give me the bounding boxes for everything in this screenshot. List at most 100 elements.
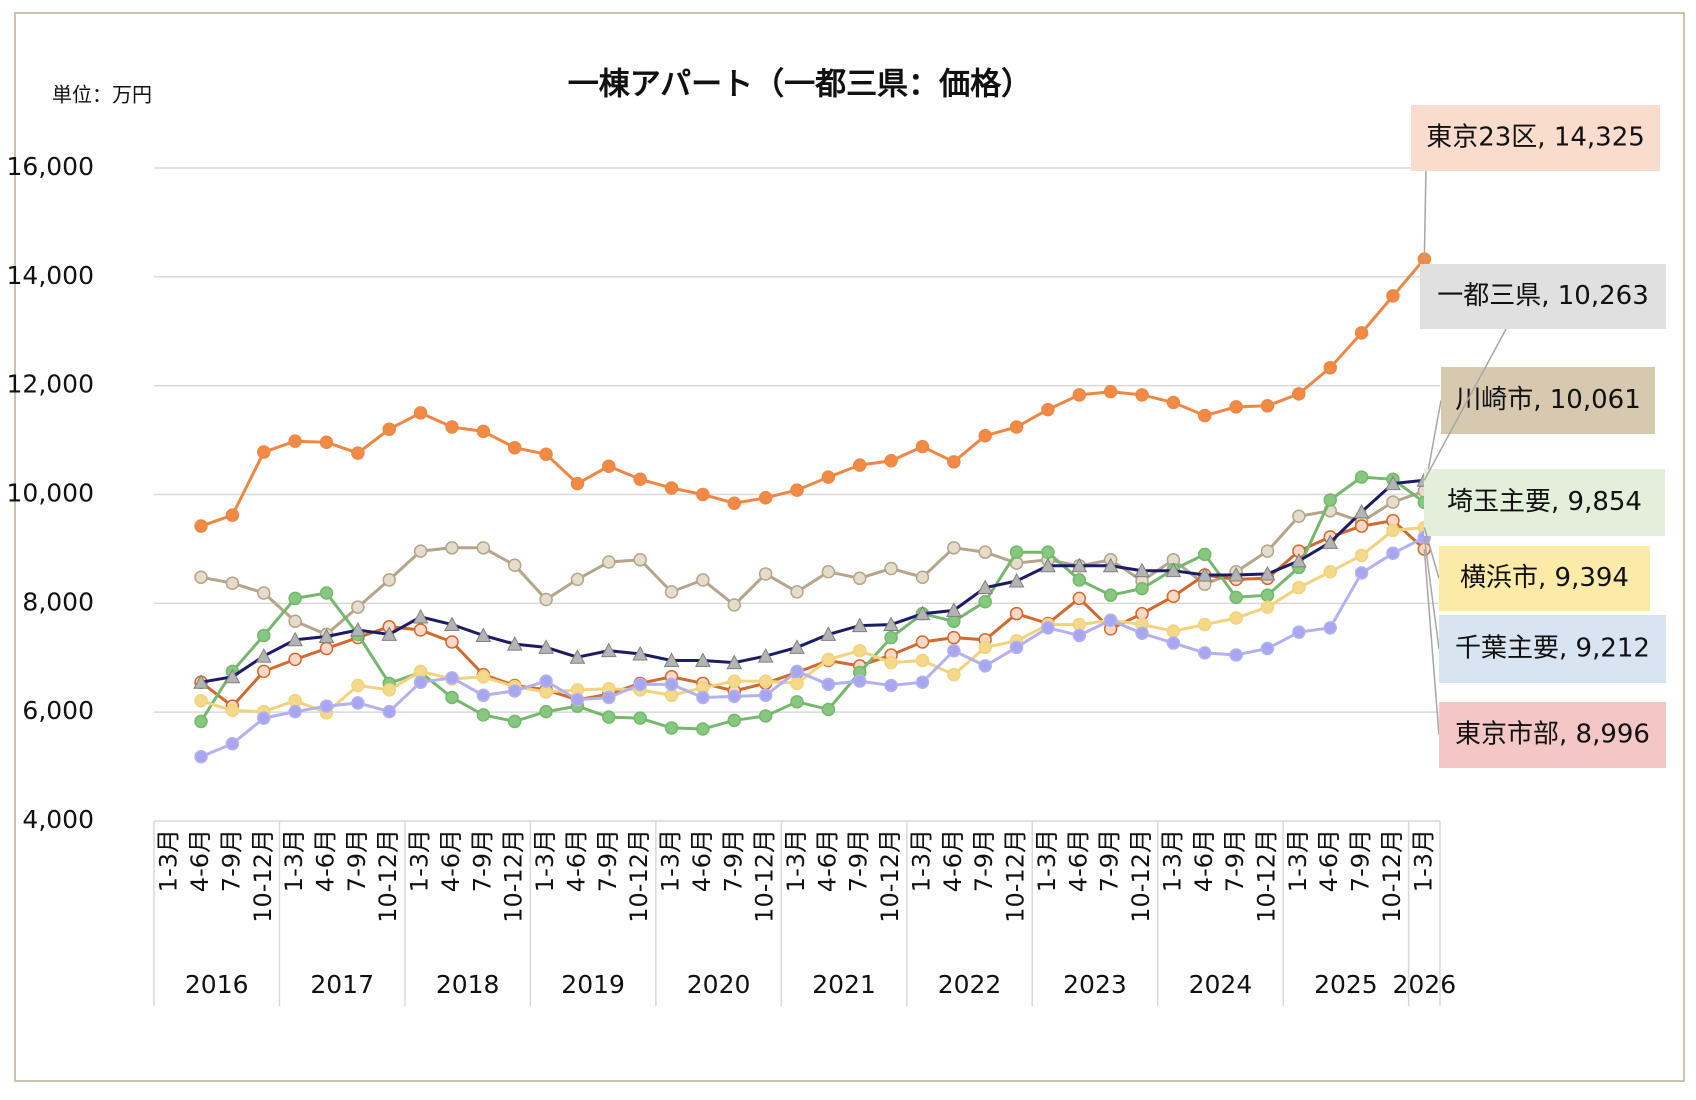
marker <box>415 545 427 557</box>
x-tick-label: 10-12月 <box>1252 829 1280 923</box>
x-tick-label: 10-12月 <box>249 829 277 923</box>
y-tick-label: 14,000 <box>7 261 94 290</box>
x-tick-label: 7-9月 <box>1096 829 1124 892</box>
marker <box>666 678 678 690</box>
marker <box>1167 397 1179 409</box>
x-group-label: 2020 <box>687 970 751 999</box>
marker <box>289 615 301 627</box>
x-group-label: 2023 <box>1063 970 1127 999</box>
marker <box>916 441 928 453</box>
x-tick-label: 1-3月 <box>1409 829 1437 892</box>
marker <box>195 715 207 727</box>
marker <box>634 712 646 724</box>
x-tick-label: 4-6月 <box>1064 829 1092 892</box>
marker <box>383 574 395 586</box>
x-group-label: 2022 <box>938 970 1002 999</box>
x-tick-label: 1-3月 <box>657 829 685 892</box>
marker <box>948 542 960 554</box>
x-tick-label: 10-12月 <box>876 829 904 923</box>
marker <box>540 594 552 606</box>
marker <box>634 678 646 690</box>
marker <box>195 751 207 763</box>
x-tick-label: 7-9月 <box>1221 829 1249 892</box>
x-tick-label: 10-12月 <box>1378 829 1406 923</box>
x-tick-label: 10-12月 <box>500 829 528 923</box>
marker <box>1167 625 1179 637</box>
x-group-label: 2016 <box>185 970 249 999</box>
x-tick-label: 10-12月 <box>374 829 402 923</box>
x-group-label: 2021 <box>812 970 876 999</box>
x-group-label: 2019 <box>561 970 625 999</box>
marker <box>1230 612 1242 624</box>
marker <box>760 492 772 504</box>
marker <box>1356 520 1368 532</box>
x-tick-label: 7-9月 <box>343 829 371 892</box>
x-tick-label: 7-9月 <box>468 829 496 892</box>
x-tick-label: 1-3月 <box>280 829 308 892</box>
marker <box>979 660 991 672</box>
x-tick-label: 10-12月 <box>751 829 779 923</box>
marker <box>1011 608 1023 620</box>
marker <box>1105 614 1117 626</box>
x-tick-label: 7-9月 <box>217 829 245 892</box>
data-label: 東京市部, 8,996 <box>1455 720 1650 750</box>
marker <box>1356 567 1368 579</box>
marker <box>791 696 803 708</box>
marker <box>1199 548 1211 560</box>
x-tick-label: 1-3月 <box>155 829 183 892</box>
marker <box>634 473 646 485</box>
marker <box>697 489 709 501</box>
marker <box>979 430 991 442</box>
marker <box>760 710 772 722</box>
marker <box>697 691 709 703</box>
marker <box>1042 404 1054 416</box>
marker <box>885 455 897 467</box>
x-tick-label: 1-3月 <box>1033 829 1061 892</box>
marker <box>226 509 238 521</box>
data-label: 千葉主要, 9,212 <box>1455 634 1650 664</box>
x-tick-label: 4-6月 <box>186 829 214 892</box>
marker <box>1324 622 1336 634</box>
marker <box>226 738 238 750</box>
marker <box>1261 642 1273 654</box>
marker <box>1073 629 1085 641</box>
marker <box>1293 582 1305 594</box>
marker <box>195 695 207 707</box>
marker <box>1293 626 1305 638</box>
data-label: 東京23区, 14,325 <box>1426 123 1645 153</box>
marker <box>571 694 583 706</box>
x-tick-label: 4-6月 <box>562 829 590 892</box>
x-tick-label: 7-9月 <box>970 829 998 892</box>
marker <box>352 680 364 692</box>
marker <box>1387 290 1399 302</box>
marker <box>697 723 709 735</box>
x-tick-label: 1-3月 <box>1158 829 1186 892</box>
unit-label: 単位：万円 <box>52 83 152 107</box>
marker <box>979 596 991 608</box>
marker <box>1230 401 1242 413</box>
marker <box>383 706 395 718</box>
marker <box>415 676 427 688</box>
marker <box>979 641 991 653</box>
marker <box>289 653 301 665</box>
marker <box>666 586 678 598</box>
marker <box>822 678 834 690</box>
marker <box>948 645 960 657</box>
marker <box>916 654 928 666</box>
marker <box>258 712 270 724</box>
marker <box>885 632 897 644</box>
marker <box>1261 589 1273 601</box>
y-tick-label: 6,000 <box>22 696 94 725</box>
marker <box>415 407 427 419</box>
marker <box>509 559 521 571</box>
marker <box>352 447 364 459</box>
marker <box>289 706 301 718</box>
marker <box>509 685 521 697</box>
marker <box>321 587 333 599</box>
marker <box>948 615 960 627</box>
marker <box>226 705 238 717</box>
x-tick-label: 4-6月 <box>312 829 340 892</box>
marker <box>854 459 866 471</box>
marker <box>1324 362 1336 374</box>
data-label: 一都三県, 10,263 <box>1437 281 1649 311</box>
